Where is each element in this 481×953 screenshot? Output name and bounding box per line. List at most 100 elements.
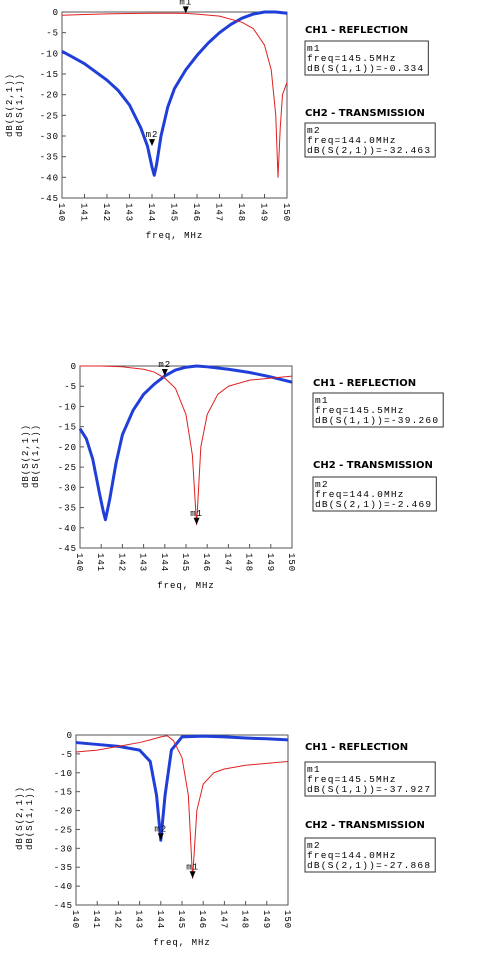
x-tick-label: 144: [159, 553, 169, 572]
x-tick-label: 141: [91, 910, 101, 929]
x-tick-label: 148: [240, 910, 250, 929]
y-tick-label: -25: [40, 111, 59, 121]
series-name: dB(S(1,1)): [25, 786, 35, 850]
readout-line: m2: [307, 125, 321, 136]
readout-heading: CH2 - TRANSMISSION: [305, 820, 425, 831]
x-tick-label: 149: [261, 910, 271, 929]
y-tick-label: -5: [46, 29, 59, 39]
readout-line: m1: [315, 395, 329, 406]
series-line: [75, 734, 289, 842]
y-tick-label: -20: [54, 807, 73, 817]
x-tick-label: 146: [191, 203, 201, 222]
plot-frame: [61, 11, 288, 199]
marker-triangle: [149, 139, 155, 147]
plot-frame: [79, 365, 293, 549]
x-tick-label: 140: [74, 553, 84, 572]
x-tick-label: 148: [244, 553, 254, 572]
series-name: dB(S(2,1)): [5, 73, 15, 137]
marker-triangle: [161, 368, 168, 376]
y-tick-label: -5: [64, 382, 77, 392]
series-line: [61, 10, 288, 177]
readout-heading: CH2 - TRANSMISSION: [313, 460, 433, 471]
readout-box: [312, 476, 437, 512]
readout-box: [304, 761, 436, 797]
marker-triangle: [157, 833, 164, 841]
readout-line: m2: [307, 840, 321, 851]
readout-heading: CH1 - REFLECTION: [305, 25, 408, 36]
readout-line: freq=144.0MHz: [307, 135, 397, 146]
x-tick-label: 150: [282, 910, 292, 929]
x-tick-label: 146: [197, 910, 207, 929]
y-tick-label: -30: [40, 132, 59, 142]
y-tick-label: -25: [58, 463, 77, 473]
y-tick-label: -35: [40, 153, 59, 163]
marker-label: m2: [154, 824, 167, 834]
y-tick-label: -15: [40, 70, 59, 80]
y-tick-label: -45: [58, 544, 77, 554]
marker-triangle: [193, 517, 200, 525]
readout-line: m2: [315, 479, 329, 490]
y-tick-label: -10: [58, 402, 77, 412]
readout-line: freq=145.5MHz: [307, 774, 397, 785]
readout-line: m1: [307, 764, 321, 775]
readout-line: freq=145.5MHz: [307, 53, 397, 64]
x-tick-label: 143: [134, 910, 144, 929]
series-name: dB(S(1,1)): [15, 73, 25, 137]
x-tick-label: 144: [146, 203, 156, 222]
x-tick-label: 147: [218, 910, 228, 929]
readout-box: [304, 837, 436, 873]
marker-label: m1: [186, 862, 199, 872]
readout-line: dB(S(2,1))=-32.463: [307, 145, 431, 156]
series-name: dB(S(2,1)): [15, 786, 25, 850]
x-axis-label: freq, MHz: [146, 231, 204, 241]
x-tick-label: 145: [169, 203, 179, 222]
readout-box: [304, 40, 429, 76]
y-tick-label: -20: [40, 91, 59, 101]
readout-line: m1: [307, 43, 321, 54]
series-line: [61, 12, 288, 178]
x-tick-label: 141: [79, 203, 89, 222]
y-tick-label: -35: [54, 863, 73, 873]
marker-label: m2: [158, 360, 171, 370]
readout-line: freq=144.0MHz: [307, 850, 397, 861]
x-axis-label: freq, MHz: [157, 581, 215, 591]
y-tick-label: -40: [40, 173, 59, 183]
readout-box: [312, 392, 444, 428]
readout-line: dB(S(1,1))=-0.334: [307, 63, 424, 74]
x-tick-label: 147: [214, 203, 224, 222]
series-name: dB(S(2,1)): [21, 424, 31, 488]
y-tick-label: -15: [54, 788, 73, 798]
x-tick-label: 147: [222, 553, 232, 572]
readout-line: dB(S(2,1))=-2.469: [315, 499, 432, 510]
x-tick-label: 149: [265, 553, 275, 572]
readout-line: dB(S(2,1))=-27.868: [307, 860, 431, 871]
series-line: [75, 735, 289, 879]
readout-line: dB(S(1,1))=-39.260: [315, 415, 439, 426]
series-name: dB(S(1,1)): [31, 424, 41, 488]
x-tick-label: 142: [116, 553, 126, 572]
marker-label: m1: [190, 509, 203, 519]
x-tick-label: 144: [155, 910, 165, 929]
y-tick-label: -35: [58, 504, 77, 514]
x-axis-label: freq, MHz: [153, 938, 211, 948]
y-tick-label: -5: [60, 750, 73, 760]
marker-triangle: [182, 6, 189, 14]
x-tick-label: 146: [201, 553, 211, 572]
readout-heading: CH1 - REFLECTION: [305, 742, 408, 753]
y-tick-label: -45: [40, 194, 59, 204]
y-tick-label: -20: [58, 443, 77, 453]
x-tick-label: 149: [259, 203, 269, 222]
x-tick-label: 140: [56, 203, 66, 222]
marker-label: m2: [146, 130, 159, 140]
series-line: [78, 364, 293, 522]
y-tick-label: -25: [54, 825, 73, 835]
readout-line: dB(S(1,1))=-37.927: [307, 784, 431, 795]
marker-label: m1: [179, 0, 192, 7]
x-tick-label: 150: [286, 553, 296, 572]
y-tick-label: -10: [40, 49, 59, 59]
readout-line: freq=145.5MHz: [315, 405, 405, 416]
x-tick-label: 143: [124, 203, 134, 222]
x-tick-label: 150: [281, 203, 291, 222]
y-tick-label: 0: [53, 8, 59, 18]
